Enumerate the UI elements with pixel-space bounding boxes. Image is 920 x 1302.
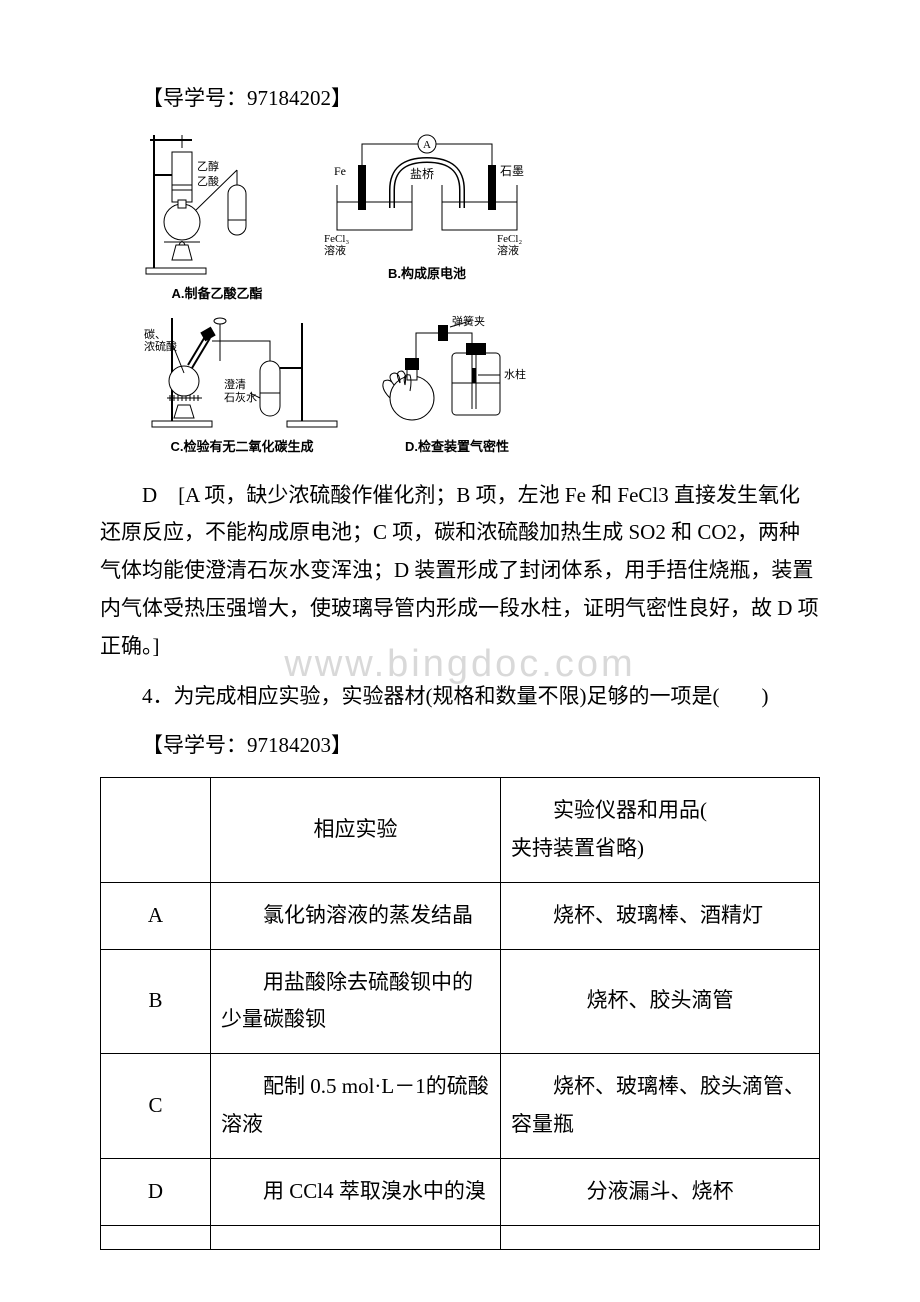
diagram-b: A Fe 石墨 盐桥 (322, 130, 532, 305)
table-row: C 配制 0.5 mol·L－1的硫酸溶液 烧杯、玻璃棒、胶头滴管、容量瓶 (101, 1054, 820, 1159)
label-fecl2: FeCl₂ (497, 233, 522, 245)
diagram-c: 碳、 浓硫酸 澄清 石灰水 C.检验有无二氧化碳生成 (142, 313, 342, 458)
label-ammeter: A (423, 139, 431, 151)
cell-empty (501, 1225, 820, 1249)
label-acetic: 乙酸 (197, 174, 219, 188)
label-lime2: 石灰水 (224, 390, 257, 404)
cell-exp: 氯化钠溶液的蒸发结晶 (211, 882, 501, 949)
label-sol1: 溶液 (324, 243, 346, 257)
cell-empty (211, 1225, 501, 1249)
label-water: 水柱 (504, 367, 526, 381)
experiment-table: 相应实验 实验仪器和用品( 夹持装置省略) A 氯化钠溶液的蒸发结晶 烧杯、玻璃… (100, 777, 820, 1249)
cell-empty (101, 1225, 211, 1249)
cell-tool: 烧杯、玻璃棒、酒精灯 (501, 882, 820, 949)
label-ethanol: 乙醇 (197, 159, 219, 173)
label-fe: Fe (334, 164, 346, 178)
cell-tool: 烧杯、玻璃棒、胶头滴管、容量瓶 (501, 1054, 820, 1159)
th-tools: 实验仪器和用品( 夹持装置省略) (501, 778, 820, 883)
label-saltbridge: 盐桥 (410, 167, 434, 181)
answer-paragraph: D [A 项，缺少浓硫酸作催化剂；B 项，左池 Fe 和 FeCl3 直接发生氧… (100, 477, 820, 666)
diagram-grid: 乙醇 乙酸 A.制备乙酸乙酯 (142, 130, 820, 467)
diagram-c-svg: 碳、 浓硫酸 澄清 石灰水 (142, 313, 342, 433)
cell-tool: 分液漏斗、烧杯 (501, 1158, 820, 1225)
caption-a: A.制备乙酸乙酯 (171, 282, 262, 305)
diagram-a-svg: 乙醇 乙酸 (142, 130, 292, 280)
cell-label: A (101, 882, 211, 949)
table-header-row: 相应实验 实验仪器和用品( 夹持装置省略) (101, 778, 820, 883)
label-h2so4: 浓硫酸 (144, 339, 177, 353)
guide-number-2: 【导学号：97184203】 (100, 727, 820, 765)
table-row: D 用 CCl4 萃取溴水中的溴 分液漏斗、烧杯 (101, 1158, 820, 1225)
cell-exp: 配制 0.5 mol·L－1的硫酸溶液 (211, 1054, 501, 1159)
diagram-a: 乙醇 乙酸 A.制备乙酸乙酯 (142, 130, 292, 305)
th-tools-line2: 夹持装置省略) (511, 830, 809, 868)
table-row-empty (101, 1225, 820, 1249)
caption-b: B.构成原电池 (388, 262, 466, 285)
guide-number-1: 【导学号：97184202】 (100, 80, 820, 118)
label-lime1: 澄清 (224, 377, 246, 391)
caption-d: D.检查装置气密性 (405, 435, 509, 458)
label-carbon: 碳、 (144, 327, 166, 341)
cell-exp: 用盐酸除去硫酸钡中的少量碳酸钡 (211, 949, 501, 1054)
page-content: 【导学号：97184202】 乙醇 乙酸 (100, 80, 820, 1250)
cell-tool: 烧杯、胶头滴管 (501, 949, 820, 1054)
diagram-b-svg: A Fe 石墨 盐桥 (322, 130, 532, 260)
diagram-row-2: 碳、 浓硫酸 澄清 石灰水 C.检验有无二氧化碳生成 (142, 313, 542, 458)
label-fecl3: FeCl₃ (324, 233, 349, 245)
th-tools-line1: 实验仪器和用品( (511, 792, 809, 830)
th-blank (101, 778, 211, 883)
table-row: B 用盐酸除去硫酸钡中的少量碳酸钡 烧杯、胶头滴管 (101, 949, 820, 1054)
question-4: 4．为完成相应实验，实验器材(规格和数量不限)足够的一项是( ) (100, 678, 820, 716)
cell-label: D (101, 1158, 211, 1225)
cell-label: B (101, 949, 211, 1054)
cell-label: C (101, 1054, 211, 1159)
caption-c: C.检验有无二氧化碳生成 (170, 435, 313, 458)
diagram-d-svg: 弹簧夹 水柱 (372, 313, 542, 433)
diagram-row-1: 乙醇 乙酸 A.制备乙酸乙酯 (142, 130, 532, 305)
label-graphite: 石墨 (500, 164, 524, 178)
diagram-d: 弹簧夹 水柱 D.检查装置气密性 (372, 313, 542, 458)
label-sol2: 溶液 (497, 243, 519, 257)
th-experiment: 相应实验 (211, 778, 501, 883)
cell-exp: 用 CCl4 萃取溴水中的溴 (211, 1158, 501, 1225)
table-row: A 氯化钠溶液的蒸发结晶 烧杯、玻璃棒、酒精灯 (101, 882, 820, 949)
